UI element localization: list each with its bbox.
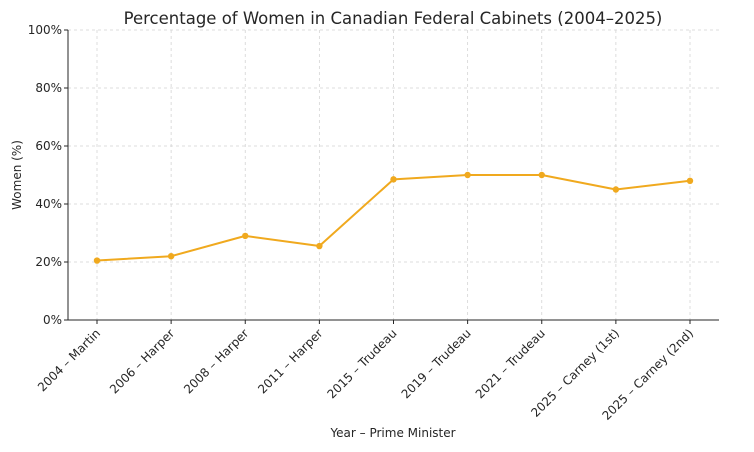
y-tick-label: 80% — [35, 81, 62, 95]
data-point — [167, 253, 175, 260]
data-point — [686, 177, 694, 184]
data-point — [316, 242, 323, 250]
x-tick-label: 2004 – Martin — [35, 326, 103, 394]
x-tick-label: 2008 – Harper — [181, 326, 251, 396]
y-tick-label: 0% — [43, 313, 62, 327]
chart-title: Percentage of Women in Canadian Federal … — [124, 9, 663, 28]
x-tick-label: 2006 – Harper — [107, 326, 177, 396]
x-axis-label: Year – Prime Minister — [329, 426, 455, 440]
data-point — [93, 257, 101, 264]
axes — [64, 29, 719, 324]
data-point — [242, 232, 249, 240]
y-tick-label: 60% — [35, 139, 62, 153]
x-tick-label: 2011 – Harper — [255, 326, 325, 396]
grid — [68, 29, 719, 320]
x-tick-label: 2015 – Trudeau — [325, 326, 400, 401]
data-point — [464, 171, 471, 179]
x-tick-label: 2021 – Trudeau — [473, 326, 548, 401]
y-tick-label: 100% — [28, 23, 62, 37]
data-point — [612, 186, 620, 193]
x-tick-label: 2019 – Trudeau — [399, 326, 474, 401]
tick-labels: 0% 20% 40% 60% 80% 100% 2004 – Martin 2006 – Ha… — [28, 23, 696, 423]
y-axis-label: Women (%) — [10, 140, 24, 210]
series-layer — [93, 171, 694, 264]
y-tick-label: 40% — [35, 197, 62, 211]
y-tick-label: 20% — [35, 255, 62, 269]
data-point — [390, 176, 397, 183]
data-point — [538, 171, 545, 179]
